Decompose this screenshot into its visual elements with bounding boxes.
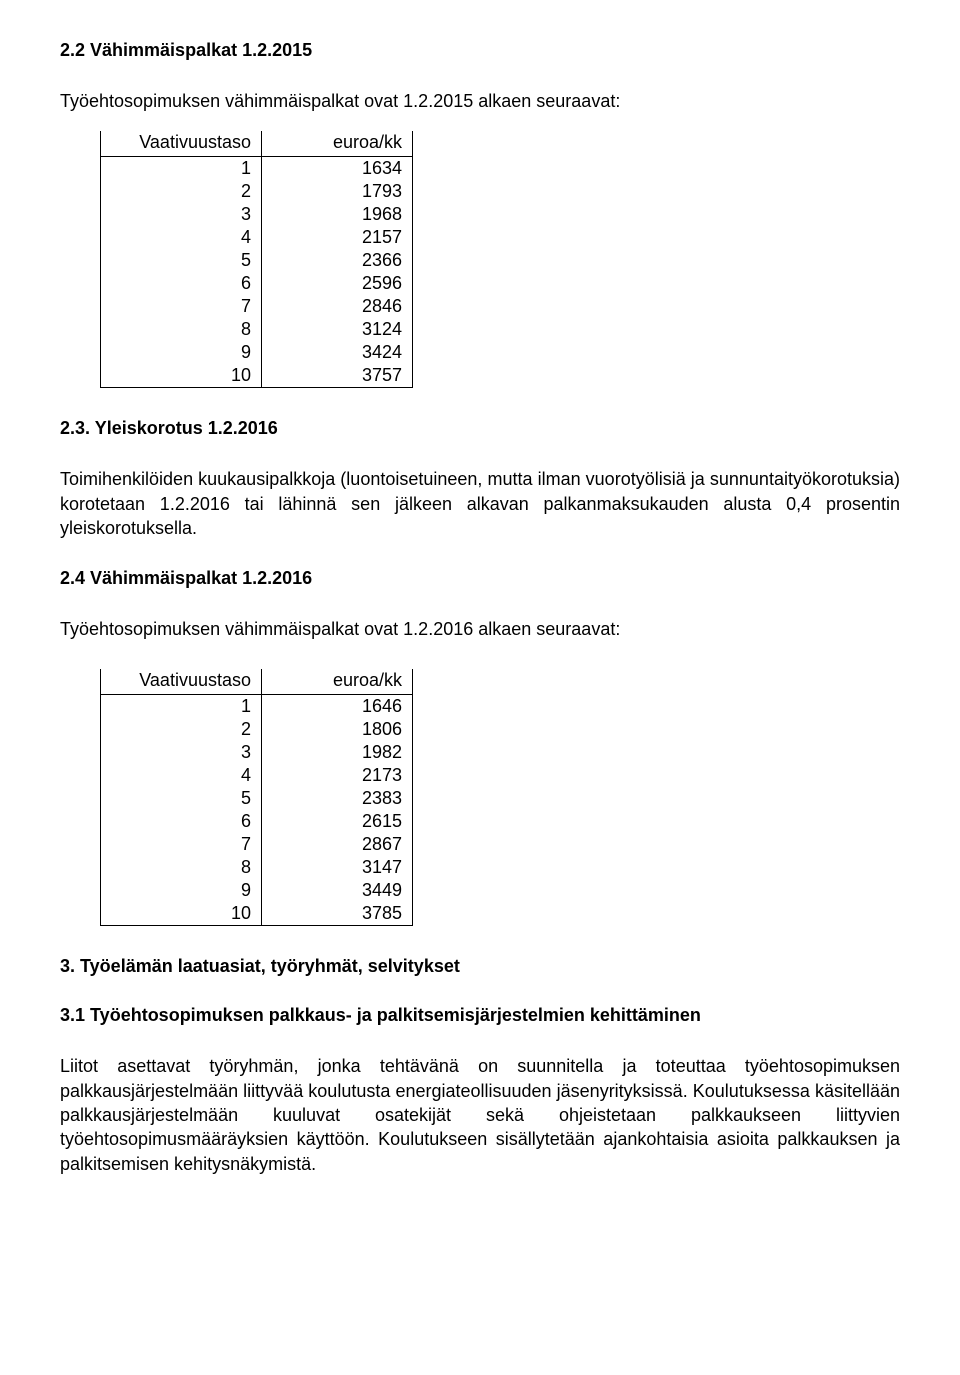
cell-level: 5 <box>101 249 262 272</box>
cell-level: 4 <box>101 226 262 249</box>
cell-level: 4 <box>101 764 262 787</box>
cell-euro: 1634 <box>262 157 413 181</box>
cell-euro: 2867 <box>262 833 413 856</box>
cell-euro: 2173 <box>262 764 413 787</box>
cell-level: 6 <box>101 810 262 833</box>
salary-table-2015: Vaativuustaso euroa/kk 11634 21793 31968… <box>100 131 900 388</box>
table-row: 72867 <box>101 833 413 856</box>
table-row: 103757 <box>101 364 413 388</box>
cell-euro: 2383 <box>262 787 413 810</box>
cell-euro: 3757 <box>262 364 413 388</box>
cell-level: 8 <box>101 318 262 341</box>
cell-euro: 3424 <box>262 341 413 364</box>
table-row: 83147 <box>101 856 413 879</box>
table-row: 42173 <box>101 764 413 787</box>
section-31-heading: 3.1 Työehtosopimuksen palkkaus- ja palki… <box>60 1005 900 1026</box>
cell-level: 10 <box>101 902 262 926</box>
table-row: 52383 <box>101 787 413 810</box>
table-row: 72846 <box>101 295 413 318</box>
table-row: 62615 <box>101 810 413 833</box>
cell-level: 7 <box>101 295 262 318</box>
table-header-euro: euroa/kk <box>262 669 413 695</box>
cell-euro: 2846 <box>262 295 413 318</box>
cell-level: 3 <box>101 203 262 226</box>
cell-level: 1 <box>101 157 262 181</box>
cell-euro: 3785 <box>262 902 413 926</box>
table-row: 93424 <box>101 341 413 364</box>
cell-level: 9 <box>101 879 262 902</box>
cell-euro: 2157 <box>262 226 413 249</box>
table-row: 52366 <box>101 249 413 272</box>
table-row: 21806 <box>101 718 413 741</box>
cell-euro: 1646 <box>262 695 413 719</box>
table-row: 83124 <box>101 318 413 341</box>
table-row: 11646 <box>101 695 413 719</box>
cell-level: 8 <box>101 856 262 879</box>
table-row: 11634 <box>101 157 413 181</box>
section-3-heading: 3. Työelämän laatuasiat, työryhmät, selv… <box>60 956 900 977</box>
cell-euro: 3449 <box>262 879 413 902</box>
section-24-heading: 2.4 Vähimmäispalkat 1.2.2016 <box>60 568 900 589</box>
section-31-body: Liitot asettavat työryhmän, jonka tehtäv… <box>60 1054 900 1175</box>
cell-euro: 2366 <box>262 249 413 272</box>
cell-level: 9 <box>101 341 262 364</box>
salary-table-2016: Vaativuustaso euroa/kk 11646 21806 31982… <box>100 669 900 926</box>
table-row: 21793 <box>101 180 413 203</box>
cell-level: 6 <box>101 272 262 295</box>
cell-level: 1 <box>101 695 262 719</box>
cell-euro: 2615 <box>262 810 413 833</box>
table-header-euro: euroa/kk <box>262 131 413 157</box>
table-row: 103785 <box>101 902 413 926</box>
cell-euro: 1982 <box>262 741 413 764</box>
cell-level: 2 <box>101 718 262 741</box>
table-header-level: Vaativuustaso <box>101 131 262 157</box>
cell-euro: 2596 <box>262 272 413 295</box>
cell-euro: 1968 <box>262 203 413 226</box>
table-row: 93449 <box>101 879 413 902</box>
cell-euro: 1806 <box>262 718 413 741</box>
section-23-body: Toimihenkilöiden kuukausipalkkoja (luont… <box>60 467 900 540</box>
table-header-level: Vaativuustaso <box>101 669 262 695</box>
section-23-heading: 2.3. Yleiskorotus 1.2.2016 <box>60 418 900 439</box>
section-22-intro: Työehtosopimuksen vähimmäispalkat ovat 1… <box>60 89 900 113</box>
table-row: 42157 <box>101 226 413 249</box>
cell-level: 3 <box>101 741 262 764</box>
section-22-heading: 2.2 Vähimmäispalkat 1.2.2015 <box>60 40 900 61</box>
cell-euro: 3147 <box>262 856 413 879</box>
cell-euro: 3124 <box>262 318 413 341</box>
cell-level: 5 <box>101 787 262 810</box>
cell-level: 7 <box>101 833 262 856</box>
section-24-intro: Työehtosopimuksen vähimmäispalkat ovat 1… <box>60 617 900 641</box>
cell-level: 2 <box>101 180 262 203</box>
table-row: 31982 <box>101 741 413 764</box>
table-row: 31968 <box>101 203 413 226</box>
cell-euro: 1793 <box>262 180 413 203</box>
cell-level: 10 <box>101 364 262 388</box>
table-row: 62596 <box>101 272 413 295</box>
document-page: 2.2 Vähimmäispalkat 1.2.2015 Työehtosopi… <box>0 0 960 1244</box>
